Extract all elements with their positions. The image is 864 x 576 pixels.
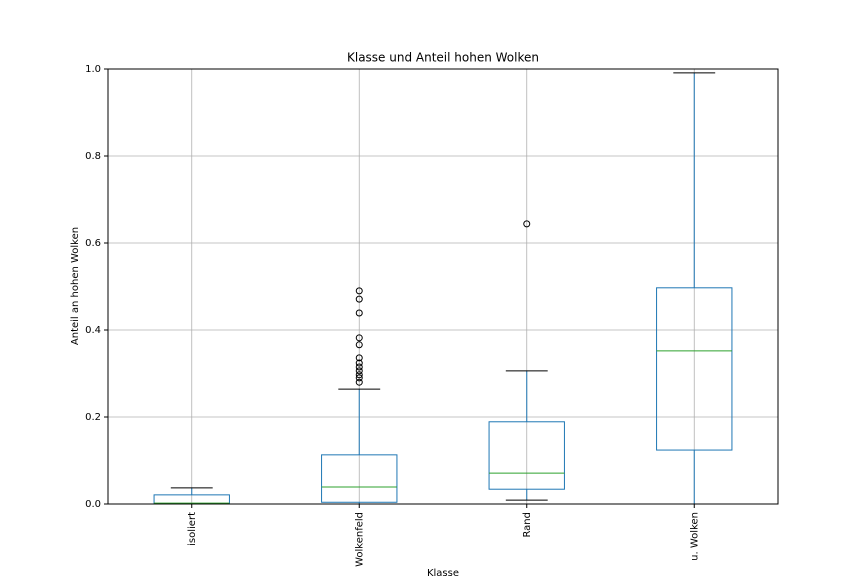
y-tick-label: 0.2 [85,412,101,423]
outlier [355,295,363,303]
outlier [355,371,363,379]
box [656,287,733,451]
outlier [355,309,363,317]
y-axis-label: Anteil an hohen Wolken [70,227,81,345]
y-tick-label: 0.8 [85,151,101,162]
x-tick-label: Rand [522,512,533,538]
box [488,421,565,490]
outlier [355,359,363,367]
outlier [355,378,363,386]
x-tick-label: isoliert [187,512,198,546]
x-tick-label: u. Wolken [689,512,700,561]
outlier [355,354,363,362]
y-tick-label: 0.4 [85,325,101,336]
x-tick-label: Wolkenfeld [354,512,365,567]
outlier [355,287,363,295]
plot-frame [107,68,779,505]
y-tick-label: 0.6 [85,238,101,249]
outlier [523,220,531,228]
outlier [355,374,363,382]
y-tick-label: 1.0 [85,64,101,75]
outlier [355,341,363,349]
x-axis-label: Klasse [427,568,459,576]
outlier [355,367,363,375]
outlier [355,363,363,371]
y-tick-label: 0.0 [85,499,101,510]
outlier [355,334,363,342]
box [321,454,398,503]
chart-title: Klasse und Anteil hohen Wolken [347,51,539,65]
